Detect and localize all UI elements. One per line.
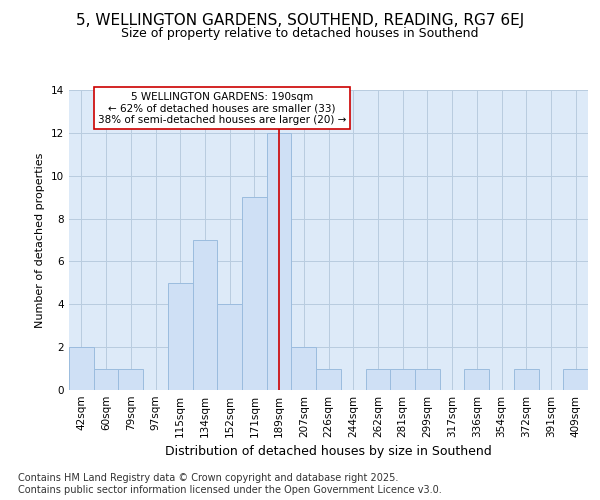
Text: Contains HM Land Registry data © Crown copyright and database right 2025.
Contai: Contains HM Land Registry data © Crown c… bbox=[18, 474, 442, 495]
Y-axis label: Number of detached properties: Number of detached properties bbox=[35, 152, 46, 328]
Bar bbox=[217, 304, 242, 390]
Bar bbox=[365, 368, 390, 390]
Bar bbox=[563, 368, 588, 390]
Text: 5 WELLINGTON GARDENS: 190sqm
← 62% of detached houses are smaller (33)
38% of se: 5 WELLINGTON GARDENS: 190sqm ← 62% of de… bbox=[98, 92, 346, 124]
Bar bbox=[316, 368, 341, 390]
Bar bbox=[118, 368, 143, 390]
Bar bbox=[390, 368, 415, 390]
Bar bbox=[415, 368, 440, 390]
Bar bbox=[292, 347, 316, 390]
Bar bbox=[94, 368, 118, 390]
Bar bbox=[514, 368, 539, 390]
Bar bbox=[168, 283, 193, 390]
Text: Size of property relative to detached houses in Southend: Size of property relative to detached ho… bbox=[121, 28, 479, 40]
Bar bbox=[242, 197, 267, 390]
Bar bbox=[69, 347, 94, 390]
Bar bbox=[193, 240, 217, 390]
X-axis label: Distribution of detached houses by size in Southend: Distribution of detached houses by size … bbox=[165, 446, 492, 458]
Bar bbox=[267, 133, 292, 390]
Bar bbox=[464, 368, 489, 390]
Text: 5, WELLINGTON GARDENS, SOUTHEND, READING, RG7 6EJ: 5, WELLINGTON GARDENS, SOUTHEND, READING… bbox=[76, 12, 524, 28]
